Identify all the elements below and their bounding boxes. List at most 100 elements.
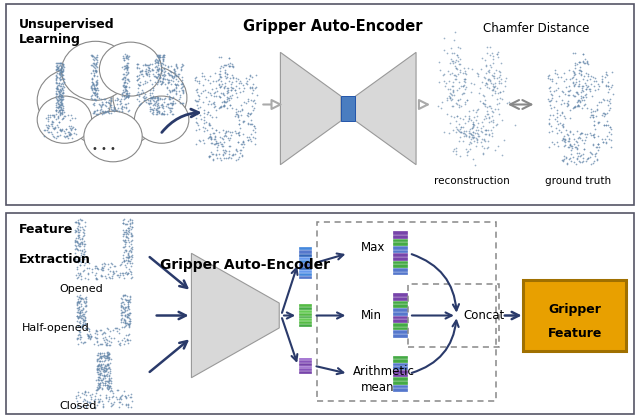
Point [150, 72, 160, 79]
Point [43, 114, 53, 121]
Point [92, 383, 102, 390]
Point [96, 327, 106, 334]
Point [104, 350, 115, 357]
Point [72, 398, 83, 404]
Point [124, 337, 134, 344]
Point [64, 122, 74, 129]
Point [70, 219, 80, 225]
Point [57, 107, 67, 114]
Point [77, 224, 87, 231]
Point [58, 84, 68, 91]
Point [54, 106, 64, 113]
Point [150, 102, 160, 108]
Point [476, 66, 486, 73]
Point [140, 91, 150, 98]
Point [99, 108, 109, 115]
Point [198, 73, 209, 80]
Point [79, 390, 89, 397]
Point [564, 144, 574, 150]
Point [602, 102, 612, 109]
Point [236, 112, 246, 118]
Point [573, 103, 583, 110]
Point [118, 257, 129, 264]
Point [113, 325, 123, 331]
Point [90, 85, 100, 92]
Point [100, 375, 111, 382]
Point [478, 150, 488, 157]
Point [442, 97, 452, 104]
Point [456, 103, 466, 110]
Point [166, 68, 176, 75]
Point [126, 256, 136, 263]
Point [545, 111, 555, 118]
Point [58, 67, 68, 74]
Point [220, 98, 230, 105]
Point [202, 127, 212, 134]
Point [558, 156, 568, 163]
Point [100, 395, 111, 402]
Point [216, 141, 226, 148]
Point [97, 378, 108, 385]
Point [218, 84, 228, 91]
Point [455, 45, 465, 52]
Bar [299, 310, 312, 313]
Point [117, 309, 127, 316]
Point [588, 141, 598, 148]
Point [147, 67, 157, 74]
Point [123, 301, 133, 308]
Point [228, 84, 238, 91]
Point [247, 84, 257, 91]
Point [493, 143, 503, 150]
Point [119, 89, 129, 95]
Point [456, 82, 466, 89]
Point [213, 76, 223, 83]
Point [600, 111, 611, 117]
Point [106, 97, 116, 103]
Point [438, 129, 449, 135]
Point [98, 381, 108, 388]
Point [67, 125, 77, 131]
Point [493, 78, 504, 84]
Point [158, 52, 168, 59]
Point [58, 61, 68, 68]
Point [125, 263, 136, 269]
Point [63, 129, 73, 136]
Point [54, 69, 65, 76]
Point [236, 79, 246, 86]
Point [488, 124, 499, 130]
Point [122, 64, 132, 70]
Point [455, 125, 465, 132]
Point [106, 101, 116, 108]
Point [53, 97, 63, 104]
Point [97, 264, 107, 271]
Point [100, 99, 111, 106]
Point [154, 56, 164, 62]
Point [91, 389, 101, 396]
Point [119, 56, 129, 63]
Point [479, 145, 489, 152]
Point [54, 103, 64, 110]
Point [152, 110, 163, 117]
Point [483, 127, 493, 134]
Point [77, 251, 88, 257]
Point [100, 372, 110, 379]
Point [216, 103, 226, 110]
Point [490, 89, 500, 96]
Point [159, 52, 170, 59]
Point [107, 107, 117, 114]
Point [101, 341, 111, 347]
Point [483, 76, 493, 83]
Point [105, 102, 115, 109]
Point [95, 358, 106, 364]
Point [125, 336, 135, 343]
Point [123, 320, 133, 327]
Point [169, 86, 179, 93]
Point [52, 121, 62, 128]
Point [557, 121, 568, 128]
Point [58, 102, 68, 108]
Bar [393, 242, 408, 246]
Point [172, 81, 182, 88]
Point [164, 71, 174, 78]
Point [461, 148, 472, 155]
Point [465, 131, 476, 138]
